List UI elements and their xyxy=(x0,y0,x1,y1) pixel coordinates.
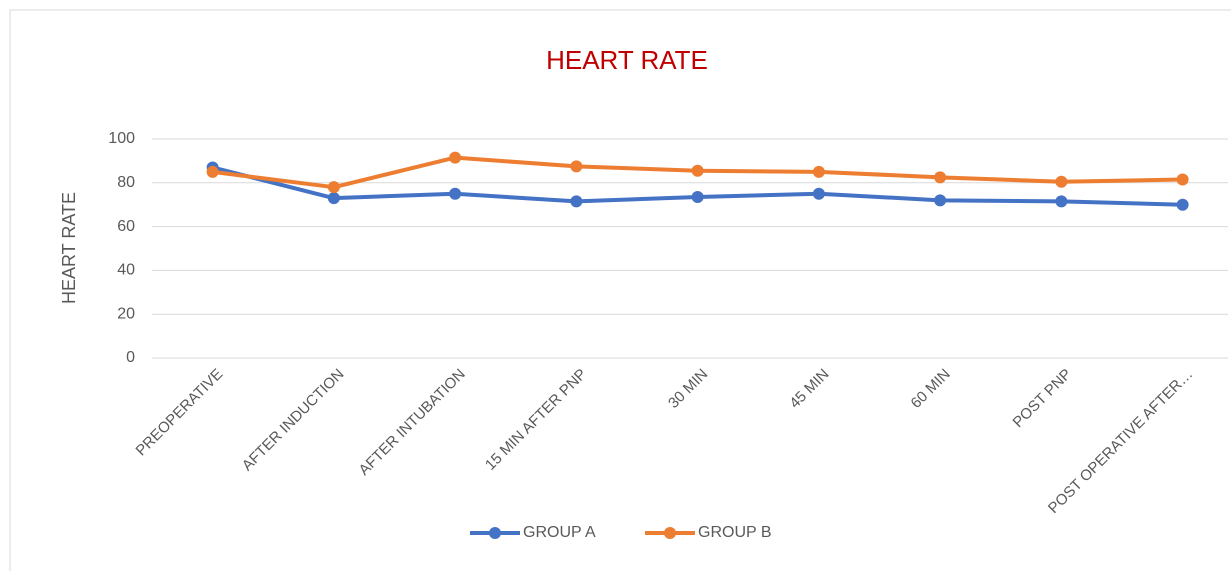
point xyxy=(1055,175,1068,188)
y-tick-label: 20 xyxy=(117,305,135,322)
point xyxy=(449,151,462,164)
point xyxy=(570,195,583,208)
y-tick-label: 100 xyxy=(108,130,135,147)
y-tick-label: 80 xyxy=(117,174,135,191)
y-tick-label: 0 xyxy=(126,349,135,366)
point xyxy=(691,164,704,177)
y-tick-label: 40 xyxy=(117,262,135,279)
point xyxy=(812,187,825,200)
point xyxy=(1176,173,1189,186)
point xyxy=(206,165,219,178)
point xyxy=(327,192,340,205)
legend-marker xyxy=(489,527,501,539)
point xyxy=(1176,198,1189,211)
point xyxy=(812,165,825,178)
point xyxy=(327,181,340,194)
y-tick-label: 60 xyxy=(117,218,135,235)
point xyxy=(570,160,583,173)
point xyxy=(934,194,947,207)
point xyxy=(1055,195,1068,208)
point xyxy=(934,171,947,184)
y-axis-title: HEART RATE xyxy=(59,192,79,304)
point xyxy=(691,191,704,204)
legend-label: GROUP A xyxy=(523,524,596,541)
point xyxy=(449,187,462,200)
legend-label: GROUP B xyxy=(698,524,772,541)
legend-marker xyxy=(664,527,676,539)
chart-border xyxy=(9,9,1231,571)
chart-title: HEART RATE xyxy=(546,45,708,75)
